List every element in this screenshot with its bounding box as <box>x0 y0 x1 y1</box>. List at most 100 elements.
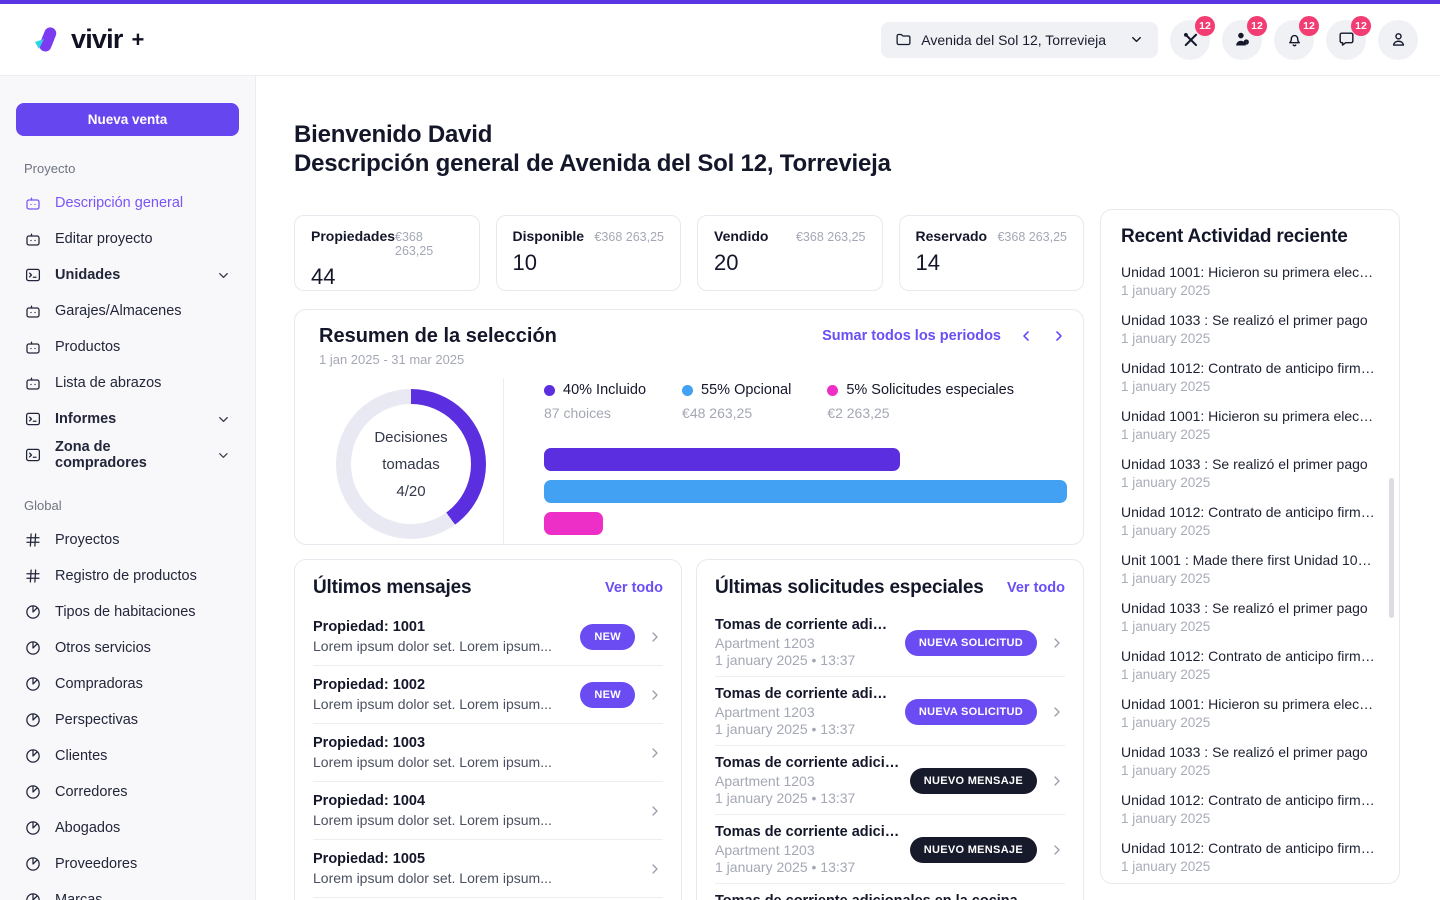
activity-item[interactable]: Unidad 1001: Hicieron su primera elecció… <box>1121 695 1379 731</box>
sidebar-item[interactable]: Compradoras <box>16 666 239 702</box>
request-row[interactable]: Tomas de corriente adicionales... Apartm… <box>715 815 1065 884</box>
request-row[interactable]: Tomas de corriente adicionales en la coc… <box>715 884 1065 900</box>
stat-card: Vendido €368 263,25 20 <box>697 215 883 291</box>
sidebar-item[interactable]: Garajes/Almacenes <box>16 293 239 329</box>
activity-date: 1 january 2025 <box>1121 571 1211 586</box>
activity-item[interactable]: Unidad 1033 : Se realizó el primer pago … <box>1121 455 1379 491</box>
sidebar-item-label: Otros servicios <box>55 640 151 656</box>
notifications-button[interactable]: 12 <box>1274 15 1319 60</box>
activity-text: Unidad 1033 : Se realizó el primer pago <box>1121 456 1368 472</box>
tools-badge: 12 <box>1195 15 1215 36</box>
request-unit: Apartment 1203 <box>715 635 815 651</box>
request-row[interactable]: Tomas de corriente adicionale... Apartme… <box>715 608 1065 677</box>
new-badge: NEW <box>580 682 635 708</box>
notifications-badge: 12 <box>1299 15 1319 36</box>
activity-date: 1 january 2025 <box>1121 667 1211 682</box>
message-row[interactable]: Propiedad: 1004 Lorem ipsum dolor set. L… <box>313 782 663 840</box>
page-title: Bienvenido David Descripción general de … <box>294 120 1084 178</box>
legend-dot <box>682 384 694 396</box>
message-row[interactable]: Propiedad: 1002 Lorem ipsum dolor set. L… <box>313 666 663 724</box>
previous-period-button[interactable] <box>1018 328 1034 344</box>
chevron-right-icon <box>1054 637 1060 648</box>
message-row[interactable]: Propiedad: 1005 Lorem ipsum dolor set. L… <box>313 840 663 898</box>
sidebar-item-label: Compradoras <box>55 676 143 692</box>
legend-detail: €2 263,25 <box>827 405 890 421</box>
request-row[interactable]: Tomas de corriente adicionales... Apartm… <box>715 746 1065 815</box>
stat-count: 10 <box>512 250 537 275</box>
message-row[interactable]: Propiedad: 1001 Lorem ipsum dolor set. L… <box>313 608 663 666</box>
sidebar-item-icon <box>24 194 42 212</box>
sidebar-item[interactable]: Unidades <box>16 257 239 293</box>
brand-name: vivir <box>71 24 123 54</box>
sidebar-item-label: Corredores <box>55 784 128 800</box>
activity-item[interactable]: Unidad 1033 : Se realizó el primer pago … <box>1121 743 1379 779</box>
header-actions: Avenida del Sol 12, Torrevieja 12 <box>881 15 1418 60</box>
project-selector[interactable]: Avenida del Sol 12, Torrevieja <box>881 21 1158 58</box>
sidebar-item[interactable]: Tipos de habitaciones <box>16 594 239 630</box>
sidebar-item[interactable]: Corredores <box>16 774 239 810</box>
sidebar-item[interactable]: Zona de compradores <box>16 437 239 473</box>
message-title: Propiedad: 1002 <box>313 677 426 693</box>
sidebar-item[interactable]: Informes <box>16 401 239 437</box>
chevron-right-icon <box>652 864 658 874</box>
donut-center-line: 4/20 <box>396 482 426 500</box>
sidebar-item-icon <box>24 338 42 356</box>
sidebar-item-label: Lista de abrazos <box>55 375 162 391</box>
sidebar-item-icon <box>24 374 42 392</box>
request-title: Tomas de corriente adicionales... <box>715 824 900 840</box>
sidebar-item-icon <box>24 639 42 657</box>
sidebar-item[interactable]: Marcas <box>16 882 239 900</box>
tools-button[interactable]: 12 <box>1170 15 1215 60</box>
bar <box>544 480 1067 503</box>
sidebar-item[interactable]: Editar proyecto <box>16 221 239 257</box>
messages-view-all-link[interactable]: Ver todo <box>604 580 663 596</box>
new-sale-button[interactable]: Nueva venta <box>16 103 239 136</box>
sidebar-item-icon <box>24 675 42 693</box>
activity-item[interactable]: Unidad 1001: Hicieron su primera elecció… <box>1121 263 1379 299</box>
sidebar-item[interactable]: Abogados <box>16 810 239 846</box>
activity-date: 1 january 2025 <box>1121 379 1211 394</box>
chevron-down-icon <box>1129 32 1144 47</box>
user-icon <box>1389 30 1408 49</box>
activity-item[interactable]: Unidad 1012: Contrato de anticipo firmad… <box>1121 359 1379 395</box>
activity-date: 1 january 2025 <box>1121 283 1211 298</box>
account-button[interactable] <box>1378 19 1418 60</box>
activity-item[interactable]: Unidad 1012: Contrato de anticipo firmad… <box>1121 647 1379 683</box>
sidebar-item[interactable]: Perspectivas <box>16 702 239 738</box>
request-date: 1 january 2025 • 13:37 <box>715 790 856 806</box>
sidebar-item[interactable]: Descripción general <box>16 185 239 221</box>
stat-count: 20 <box>714 250 739 275</box>
activity-item[interactable]: Unidad 1012: Contrato de anticipo firmad… <box>1121 503 1379 539</box>
activity-item[interactable]: Unidad 1012: Contrato de anticipo firmad… <box>1121 839 1379 875</box>
messages-button[interactable]: 12 <box>1326 15 1371 60</box>
sidebar-item[interactable]: Otros servicios <box>16 630 239 666</box>
activity-item[interactable]: Unidad 1012: Contrato de anticipo firmad… <box>1121 791 1379 827</box>
sidebar-item[interactable]: Proyectos <box>16 522 239 558</box>
activity-item[interactable]: Unidad 1033 : Se realizó el primer pago … <box>1121 311 1379 347</box>
sidebar-item[interactable]: Registro de productos <box>16 558 239 594</box>
stat-amount: €368 263,25 <box>795 230 866 244</box>
activity-item[interactable]: Unit 1001 : Made there first Unidad 1001… <box>1121 551 1379 587</box>
brand-logo[interactable]: vivir + <box>30 23 144 57</box>
latest-messages-panel: Últimos mensajes Ver todo Propiedad: 100… <box>294 559 682 900</box>
person-help-button[interactable]: 12 <box>1222 15 1267 60</box>
sidebar-item[interactable]: Lista de abrazos <box>16 365 239 401</box>
sidebar-section-global: Global <box>24 498 62 513</box>
activity-item[interactable]: Unidad 1001: Hicieron su primera elecció… <box>1121 407 1379 443</box>
sidebar-item[interactable]: Proveedores <box>16 846 239 882</box>
message-row[interactable]: Propiedad: 1003 Lorem ipsum dolor set. L… <box>313 724 663 782</box>
scrollbar-thumb[interactable] <box>1389 478 1394 618</box>
request-title: Tomas de corriente adicionales... <box>715 755 900 771</box>
activity-item[interactable]: Unidad 1033 : Se realizó el primer pago … <box>1121 599 1379 635</box>
request-title: Tomas de corriente adicionale... <box>715 686 895 702</box>
messages-list: Propiedad: 1001 Lorem ipsum dolor set. L… <box>313 608 663 900</box>
sidebar-item[interactable]: Productos <box>16 329 239 365</box>
person-help-icon <box>1233 30 1252 49</box>
next-period-button[interactable] <box>1051 328 1067 344</box>
sum-all-periods-link[interactable]: Sumar todos los periodos <box>822 328 1001 344</box>
request-row[interactable]: Tomas de corriente adicionale... Apartme… <box>715 677 1065 746</box>
legend-label: 5% Solicitudes especiales <box>846 382 1014 398</box>
sidebar-item[interactable]: Clientes <box>16 738 239 774</box>
requests-view-all-link[interactable]: Ver todo <box>1006 580 1065 596</box>
chevron-right-icon <box>652 806 658 816</box>
